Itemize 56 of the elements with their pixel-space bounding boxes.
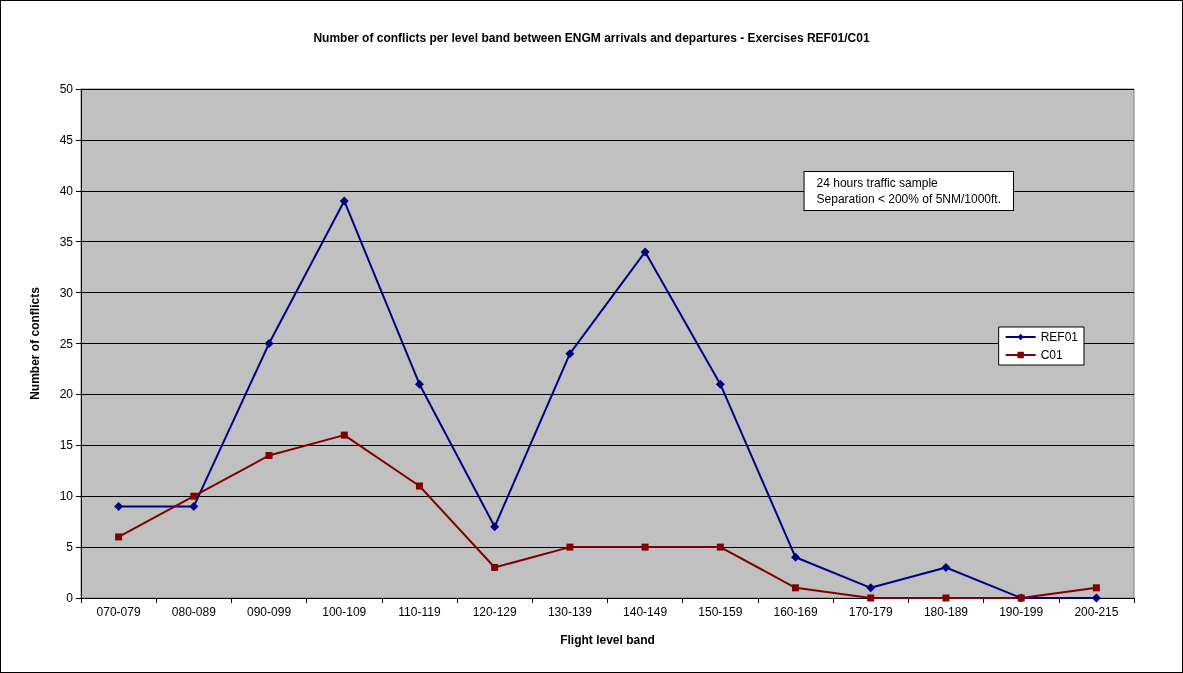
x-tick-label: 090-099	[247, 605, 292, 619]
point	[566, 543, 574, 551]
x-tick-label: 110-119	[398, 605, 441, 619]
x-tick-label: 170-179	[848, 605, 894, 619]
point	[565, 349, 575, 359]
point	[640, 247, 650, 257]
x-tick-label: 080-089	[171, 605, 217, 619]
y-tick-label: 0	[66, 591, 74, 605]
point	[941, 562, 951, 572]
point	[339, 196, 349, 206]
point	[189, 501, 199, 511]
point	[415, 482, 423, 490]
point	[641, 543, 649, 551]
point	[867, 594, 875, 602]
y-tick-label: 15	[59, 438, 74, 453]
x-tick-label: 160-169	[773, 605, 818, 619]
point	[490, 522, 500, 532]
y-tick-label: 50	[59, 82, 74, 96]
point	[1092, 584, 1100, 592]
y-tick-label: 45	[59, 132, 74, 147]
x-tick-label: 150-159	[698, 605, 743, 619]
x-tick-label: 100-109	[322, 605, 367, 619]
point	[491, 563, 499, 571]
point	[715, 379, 725, 389]
y-tick-label: 35	[59, 234, 74, 249]
y-tick-label: 20	[59, 387, 74, 402]
point	[114, 501, 124, 511]
point	[190, 492, 198, 500]
point	[792, 584, 800, 592]
x-tick-label: 190-199	[999, 605, 1044, 619]
point	[866, 583, 876, 593]
point	[340, 431, 348, 439]
x-tick-label: 200-215	[1074, 605, 1119, 619]
point	[414, 379, 424, 389]
x-tick-label: 180-189	[923, 605, 969, 619]
point	[716, 543, 724, 551]
annotation: 24 hours traffic sample Separation < 200% of 5NM/1000ft.	[816, 176, 1001, 206]
y-axis-title: Number of conflicts	[28, 286, 42, 400]
point	[942, 594, 950, 602]
legend-label: C01	[1040, 348, 1063, 362]
x-tick-label: 130-139	[547, 605, 593, 619]
point	[115, 533, 123, 541]
point	[791, 552, 801, 562]
point	[264, 339, 274, 348]
y-tick-label: 5	[66, 540, 74, 555]
y-tick-label: 30	[59, 285, 74, 300]
x-tick-label: 120-129	[472, 605, 518, 619]
legend-label: REF01	[1040, 330, 1079, 344]
x-axis-title: Flight level band	[560, 633, 655, 647]
x-tick-label: 140-149	[623, 605, 668, 619]
chart-title: Number of conflicts per level band between ENGM arrivals and departures - Exercises REF01/C01	[313, 31, 870, 45]
y-tick-label: 40	[59, 183, 74, 198]
y-tick-label: 10	[59, 489, 74, 504]
x-tick-label: 070-079	[96, 605, 141, 619]
y-tick-label: 25	[59, 336, 74, 351]
point	[265, 451, 273, 459]
